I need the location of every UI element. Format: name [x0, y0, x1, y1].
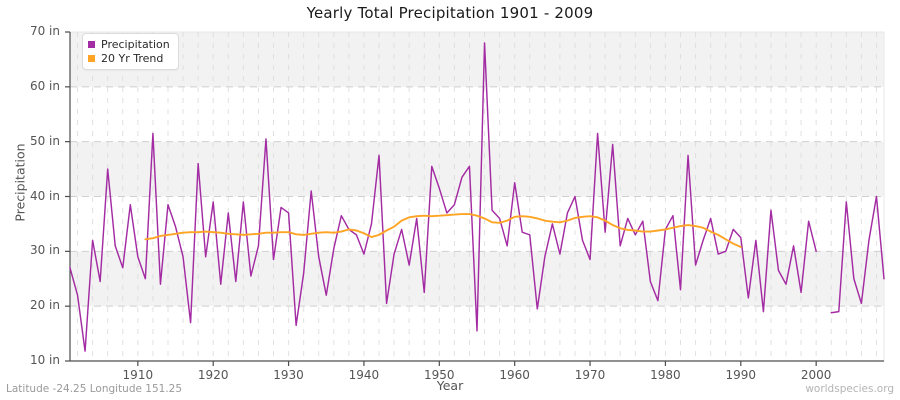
x-tick-label: 1960 [499, 368, 530, 382]
legend-label-trend: 20 Yr Trend [101, 51, 164, 65]
x-tick-label: 1990 [725, 368, 757, 382]
legend-swatch-precipitation [88, 40, 95, 48]
chart-legend: Precipitation 20 Yr Trend [82, 33, 179, 70]
data-series [69, 42, 885, 352]
x-tick-label: 1970 [574, 368, 606, 382]
y-tick-label: 70 in [29, 24, 60, 38]
y-tick-label: 10 in [29, 353, 60, 367]
x-tick-label: 1930 [273, 368, 304, 382]
x-tick-label: 1940 [348, 368, 380, 382]
x-tick-label: 2000 [800, 368, 832, 382]
x-tick-label: 1920 [197, 368, 229, 382]
legend-swatch-trend [88, 54, 95, 62]
chart-title: Yearly Total Precipitation 1901 - 2009 [306, 4, 594, 22]
x-tick-label: 1910 [122, 368, 154, 382]
x-tick-label: 1950 [424, 368, 455, 382]
y-tick-label: 20 in [29, 298, 60, 313]
y-tick-label: 30 in [29, 243, 60, 258]
y-tick-label: 60 in [29, 78, 60, 93]
attribution-caption: worldspecies.org [805, 383, 894, 395]
coordinates-caption: Latitude -24.25 Longitude 151.25 [6, 383, 183, 395]
y-tick-label: 50 in [29, 133, 60, 148]
tick-marks [65, 31, 817, 366]
legend-label-precipitation: Precipitation [101, 37, 170, 51]
x-axis-label: Year [436, 378, 464, 393]
legend-item-trend[interactable]: 20 Yr Trend [88, 51, 170, 65]
y-tick-label: 40 in [29, 188, 60, 203]
legend-item-precipitation[interactable]: Precipitation [88, 37, 170, 51]
x-tick-label: 1980 [650, 368, 681, 382]
